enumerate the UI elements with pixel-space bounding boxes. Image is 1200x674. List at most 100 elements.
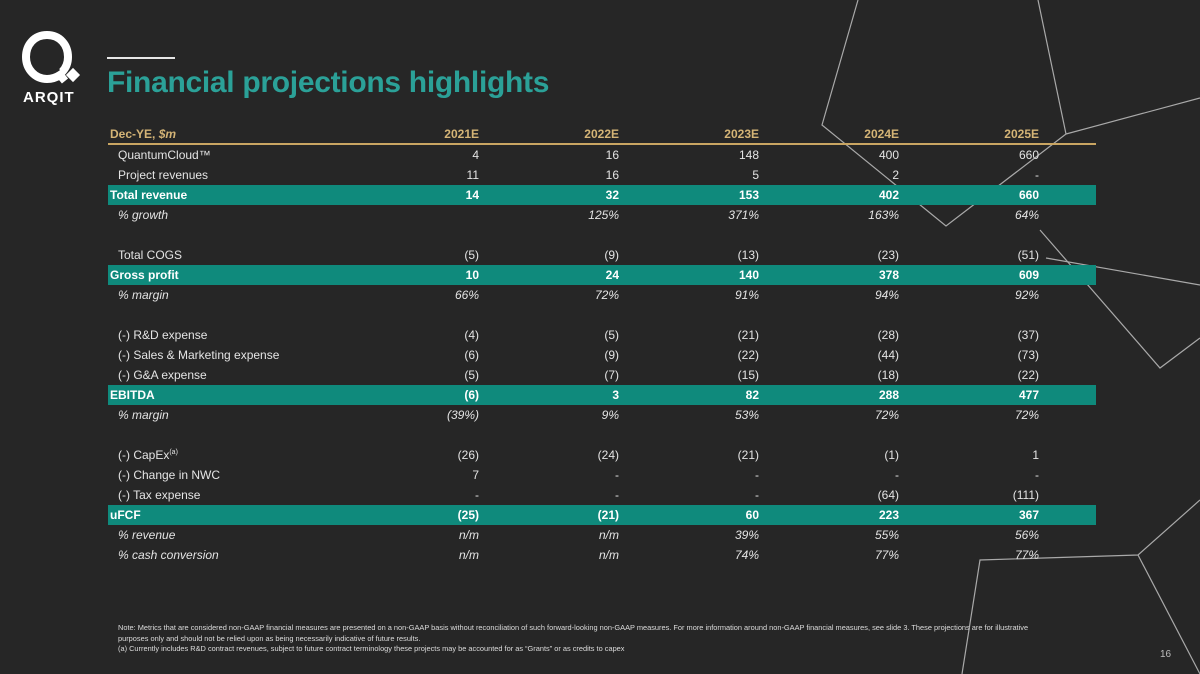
row-label-text: (-) R&D expense xyxy=(118,328,208,342)
table-row: QuantumCloud™ 4 16 148 400 660 xyxy=(108,144,1096,165)
value-cell: 72% xyxy=(594,288,619,302)
value-cell: (9) xyxy=(604,348,619,362)
row-label: Total COGS xyxy=(108,245,396,265)
row-label-text: QuantumCloud™ xyxy=(118,148,211,162)
table-row: Total COGS (5) (9) (13) (23) (51) xyxy=(108,245,1096,265)
row-label: uFCF xyxy=(108,505,396,525)
row-label: % revenue xyxy=(108,525,396,545)
value-cell: 125% xyxy=(588,208,619,222)
value-cell: 77% xyxy=(874,548,899,562)
table-row: % margin (39%) 9% 53% 72% 72% xyxy=(108,405,1096,425)
value-cell: 402 xyxy=(816,185,956,205)
value-cell: (5) xyxy=(464,248,479,262)
spacer-row xyxy=(108,225,1096,245)
row-label: (-) Sales & Marketing expense xyxy=(108,345,396,365)
row-label: (-) R&D expense xyxy=(108,325,396,345)
value-cell: 92% xyxy=(1014,288,1039,302)
value-cell: - xyxy=(755,468,759,482)
value-cell: (22) xyxy=(737,348,759,362)
footnote: Note: Metrics that are considered non-GA… xyxy=(118,623,1038,655)
value-cell: (9) xyxy=(604,248,619,262)
value-cell: 153 xyxy=(676,185,816,205)
row-label: % margin xyxy=(108,285,396,305)
row-label: % margin xyxy=(108,405,396,425)
value-cell: (73) xyxy=(1017,348,1039,362)
value-cell: n/m xyxy=(598,548,619,562)
value-cell: - xyxy=(615,488,619,502)
value-cell: 371% xyxy=(728,208,759,222)
value-cell: 223 xyxy=(816,505,956,525)
row-label-text: (-) Tax expense xyxy=(118,488,201,502)
table-row: Project revenues 11 16 5 2 - xyxy=(108,165,1096,185)
value-cell: (15) xyxy=(737,368,759,382)
row-label-text: uFCF xyxy=(110,508,141,522)
value-cell: - xyxy=(475,488,479,502)
value-cell: 10 xyxy=(396,265,536,285)
table-row-total: EBITDA (6) 3 82 288 477 xyxy=(108,385,1096,405)
value-cell: (21) xyxy=(737,448,759,462)
value-cell: - xyxy=(755,488,759,502)
page-number: 16 xyxy=(1160,649,1172,660)
value-cell: (22) xyxy=(1017,368,1039,382)
value-cell: (64) xyxy=(877,488,899,502)
value-cell: 94% xyxy=(874,288,899,302)
table-row: % revenue n/m n/m 39% 55% 56% xyxy=(108,525,1096,545)
row-label: (-) CapEx(a) xyxy=(108,445,396,465)
value-cell: 82 xyxy=(676,385,816,405)
value-cell: 72% xyxy=(1014,408,1039,422)
value-cell: 39% xyxy=(734,528,759,542)
table-row-total: uFCF (25) (21) 60 223 367 xyxy=(108,505,1096,525)
footnote-capex: (a) Currently includes R&D contract reve… xyxy=(118,644,625,653)
row-label-text: Gross profit xyxy=(110,268,179,282)
row-label: Project revenues xyxy=(108,165,396,185)
row-label: (-) Tax expense xyxy=(108,485,396,505)
value-cell: (44) xyxy=(877,348,899,362)
value-cell: 24 xyxy=(536,265,676,285)
value-cell: (28) xyxy=(877,328,899,342)
table-row: (-) Sales & Marketing expense (6) (9) (22) (… xyxy=(108,345,1096,365)
column-header: 2025E xyxy=(956,125,1096,145)
value-cell: 140 xyxy=(676,265,816,285)
value-cell: 1 xyxy=(1032,448,1039,462)
column-header: 2021E xyxy=(396,125,536,145)
header-label: Dec-YE, $m xyxy=(108,125,396,145)
row-label-text: Project revenues xyxy=(118,168,209,182)
row-label-text: % revenue xyxy=(118,528,176,542)
column-header: 2023E xyxy=(676,125,816,145)
value-cell: 64% xyxy=(1014,208,1039,222)
value-cell: 5 xyxy=(752,168,759,182)
value-cell: (21) xyxy=(737,328,759,342)
value-cell: 74% xyxy=(734,548,759,562)
row-label-text: % margin xyxy=(118,288,169,302)
page-title: Financial projections highlights xyxy=(107,66,550,99)
footnote-marker: (a) xyxy=(169,449,178,456)
row-label: Gross profit xyxy=(108,265,396,285)
value-cell: (25) xyxy=(396,505,536,525)
value-cell: - xyxy=(1035,468,1039,482)
value-cell: 2 xyxy=(892,168,899,182)
value-cell: 66% xyxy=(454,288,479,302)
arqit-wordmark: ARQIT xyxy=(23,89,75,106)
spacer-cell xyxy=(108,225,1096,245)
spacer-cell xyxy=(108,425,1096,445)
row-label-text: % margin xyxy=(118,408,169,422)
value-cell: 32 xyxy=(536,185,676,205)
financial-projections-table: Dec-YE, $m 2021E 2022E 2023E 2024E 2025E… xyxy=(108,125,1096,565)
value-cell: 72% xyxy=(874,408,899,422)
value-cell: (21) xyxy=(536,505,676,525)
row-label-text: (-) Change in NWC xyxy=(118,468,221,482)
value-cell: 4 xyxy=(472,148,479,162)
value-cell: 660 xyxy=(1018,148,1039,162)
value-cell: (7) xyxy=(604,368,619,382)
value-cell: (6) xyxy=(396,385,536,405)
spacer-row xyxy=(108,425,1096,445)
row-label-text: % cash conversion xyxy=(118,548,219,562)
value-cell: 148 xyxy=(738,148,759,162)
row-label-text: EBITDA xyxy=(110,388,155,402)
row-label-text: % growth xyxy=(118,208,169,222)
value-cell: 16 xyxy=(605,168,619,182)
spacer-row xyxy=(108,305,1096,325)
value-cell: (51) xyxy=(1017,248,1039,262)
value-cell: n/m xyxy=(598,528,619,542)
table-row: % cash conversion n/m n/m 74% 77% 77% xyxy=(108,545,1096,565)
